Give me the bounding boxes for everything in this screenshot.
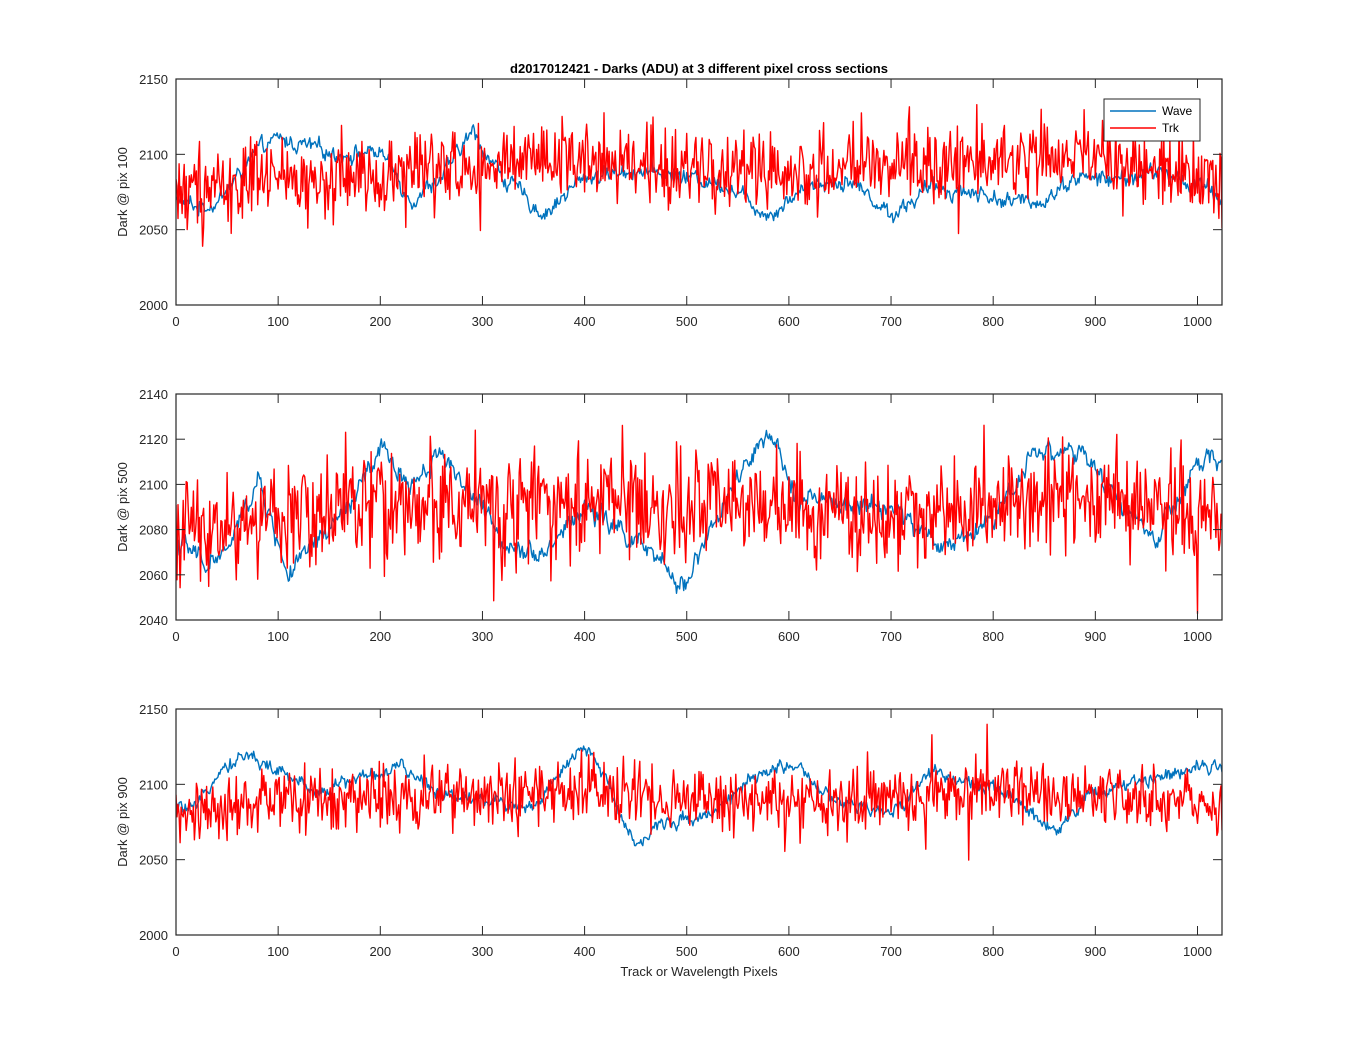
x-tick-label: 1000 — [1183, 629, 1212, 644]
x-tick-label: 600 — [778, 944, 800, 959]
x-tick-label: 200 — [369, 944, 391, 959]
x-tick-label: 900 — [1084, 314, 1106, 329]
x-tick-label: 100 — [267, 629, 289, 644]
x-tick-label: 300 — [472, 314, 494, 329]
x-tick-label: 800 — [982, 629, 1004, 644]
x-tick-label: 700 — [880, 629, 902, 644]
y-tick-label: 2150 — [139, 702, 168, 717]
subplot-3: 0 100 200 300 400 500 600 700 800 900 1000 2000 2050… — [115, 702, 1223, 959]
subplot-1: 0 100 200 300 400 500 600 700 800 900 1000 2000 2050… — [115, 72, 1223, 329]
legend-box — [1103, 98, 1201, 142]
legend-label-trk: Trk — [1162, 121, 1180, 135]
x-tick-label: 100 — [267, 944, 289, 959]
x-tick-label: 900 — [1084, 944, 1106, 959]
y-tick-label: 2080 — [139, 523, 168, 538]
subplot-2: 0 100 200 300 400 500 600 700 800 900 1000 2040 2060… — [115, 387, 1223, 644]
x-axis-label: Track or Wavelength Pixels — [620, 964, 778, 979]
x-tick-label: 600 — [778, 629, 800, 644]
y-axis-label: Dark @ pix 100 — [115, 147, 130, 237]
x-tick-label: 600 — [778, 314, 800, 329]
x-tick-label: 500 — [676, 629, 698, 644]
y-tick-label: 2100 — [139, 147, 168, 162]
y-tick-label: 2040 — [139, 613, 168, 628]
x-tick-label: 100 — [267, 314, 289, 329]
y-tick-label: 2060 — [139, 568, 168, 583]
y-tick-label: 2100 — [139, 777, 168, 792]
x-tick-label: 1000 — [1183, 944, 1212, 959]
x-tick-label: 200 — [369, 629, 391, 644]
legend: Wave Trk — [1103, 98, 1201, 142]
series-line-trk — [176, 424, 1222, 615]
series-group — [176, 424, 1222, 615]
series-group — [176, 104, 1222, 247]
axes-box — [175, 708, 1223, 936]
x-tick-label: 500 — [676, 944, 698, 959]
x-tick-label: 400 — [574, 629, 596, 644]
axes-box — [175, 393, 1223, 621]
x-tick-label: 1000 — [1183, 314, 1212, 329]
y-tick-label: 2120 — [139, 432, 168, 447]
x-tick-label: 700 — [880, 314, 902, 329]
series-group — [176, 723, 1222, 861]
y-tick-label: 2140 — [139, 387, 168, 402]
x-tick-label: 200 — [369, 314, 391, 329]
series-line-trk — [176, 723, 1222, 861]
x-tick-label: 500 — [676, 314, 698, 329]
axes-layer: 0 100 200 300 400 500 600 700 800 900 100020002050… — [115, 72, 1223, 959]
y-axis-label: Dark @ pix 900 — [115, 777, 130, 867]
axes-box — [175, 78, 1223, 306]
y-tick-label: 2050 — [139, 223, 168, 238]
y-tick-label: 2000 — [139, 298, 168, 313]
series-line-trk — [176, 104, 1222, 247]
x-tick-label: 0 — [172, 629, 179, 644]
y-tick-label: 2100 — [139, 477, 168, 492]
x-tick-label: 300 — [472, 629, 494, 644]
x-tick-label: 300 — [472, 944, 494, 959]
y-tick-label: 2050 — [139, 853, 168, 868]
x-tick-label: 900 — [1084, 629, 1106, 644]
x-tick-label: 400 — [574, 944, 596, 959]
x-tick-label: 700 — [880, 944, 902, 959]
x-tick-label: 400 — [574, 314, 596, 329]
x-tick-label: 800 — [982, 944, 1004, 959]
legend-label-wave: Wave — [1162, 104, 1193, 118]
x-tick-label: 0 — [172, 944, 179, 959]
x-tick-label: 0 — [172, 314, 179, 329]
y-axis-label: Dark @ pix 500 — [115, 462, 130, 552]
x-tick-label: 800 — [982, 314, 1004, 329]
y-tick-label: 2150 — [139, 72, 168, 87]
figure-title: d2017012421 - Darks (ADU) at 3 different… — [510, 61, 888, 76]
y-tick-label: 2000 — [139, 928, 168, 943]
